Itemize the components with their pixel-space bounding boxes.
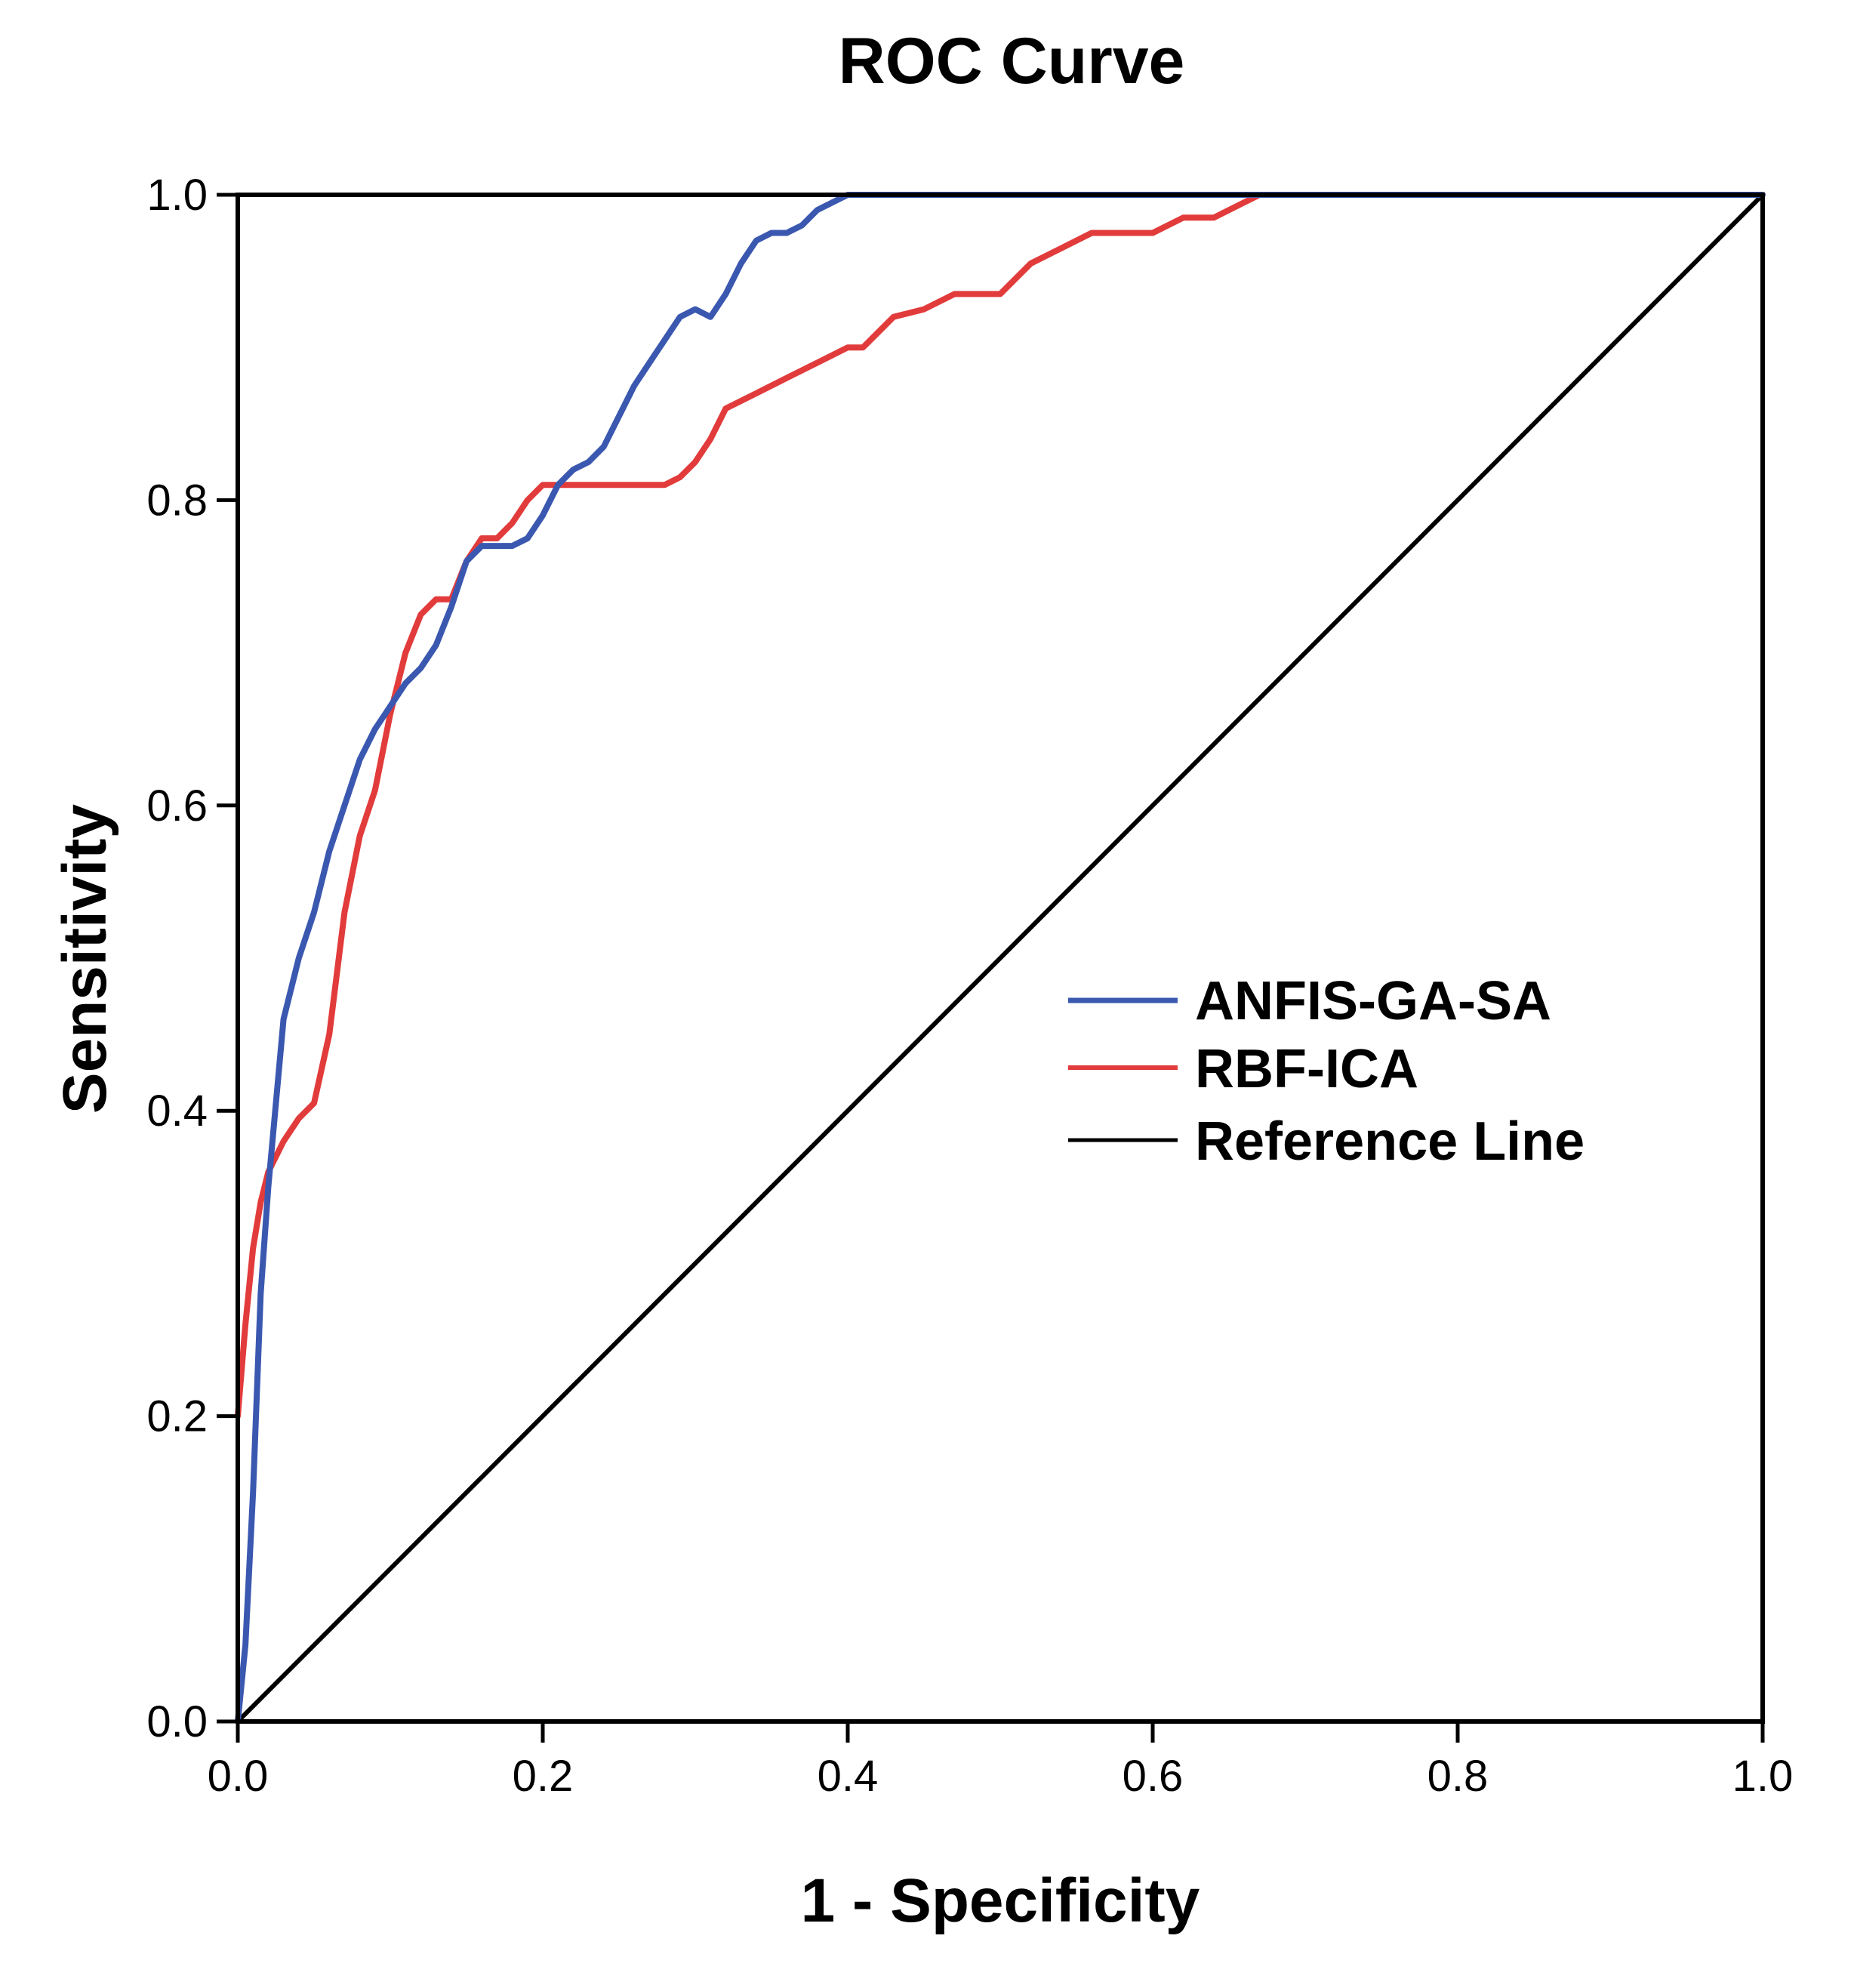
- y-tick-label: 0.8: [146, 476, 208, 525]
- series-line-rbf-ica: [235, 192, 1766, 1419]
- x-tick-label: 1.0: [1732, 1752, 1794, 1801]
- x-tick-label: 0.0: [208, 1752, 269, 1801]
- series-layer: [235, 192, 1766, 1724]
- y-tick-label: 0.2: [146, 1392, 208, 1441]
- x-tick-label: 0.2: [513, 1752, 574, 1801]
- x-tick-label: 0.4: [818, 1752, 879, 1801]
- chart-title: ROC Curve: [839, 25, 1185, 97]
- legend: ANFIS-GA-SA RBF-ICA Reference Line: [1068, 971, 1585, 1172]
- x-tick-label: 0.6: [1123, 1752, 1184, 1801]
- series-line-reference: [236, 193, 1765, 1724]
- plot-frame: [236, 193, 1765, 1724]
- plot-area: [235, 192, 1766, 1724]
- x-axis-ticks: 0.0 0.2 0.4 0.6 0.8 1.0: [208, 1721, 1794, 1801]
- y-tick-label: 0.6: [146, 781, 208, 831]
- y-tick-label: 0.4: [146, 1086, 208, 1136]
- y-tick-label: 1.0: [146, 171, 208, 220]
- x-axis-label: 1 - Specificity: [801, 1866, 1200, 1935]
- legend-label-anfis: ANFIS-GA-SA: [1195, 971, 1551, 1031]
- legend-label-reference: Reference Line: [1195, 1111, 1585, 1172]
- y-axis-label: Sensitivity: [51, 804, 119, 1114]
- y-axis-ticks: 0.0 0.2 0.4 0.6 0.8 1.0: [146, 171, 238, 1746]
- y-tick-label: 0.0: [146, 1697, 208, 1746]
- series-line-anfis-ga-sa: [235, 192, 1766, 1724]
- legend-label-rbf: RBF-ICA: [1195, 1039, 1418, 1099]
- x-tick-label: 0.8: [1427, 1752, 1489, 1801]
